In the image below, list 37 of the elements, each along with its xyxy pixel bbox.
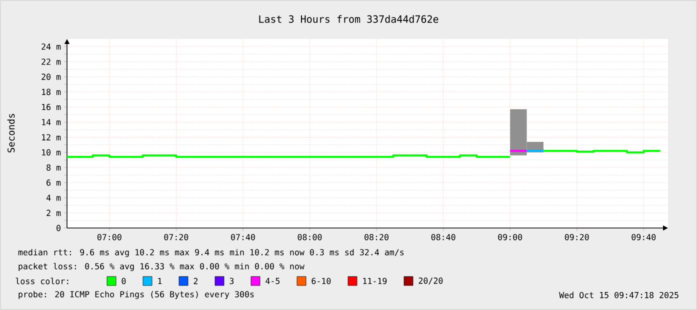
x-tick-label: 08:00 (298, 234, 322, 240)
x-tick-label: 08:40 (431, 234, 456, 240)
x-tick-label: 08:20 (364, 234, 388, 240)
x-tick-label: 07:00 (97, 234, 122, 240)
x-tick-label: 09:40 (632, 234, 656, 240)
y-tick-label: 10 m (42, 149, 61, 156)
y-tick-label: 18 m (42, 88, 61, 96)
chart-title: Last 3 Hours from 337da44d762e (259, 15, 438, 23)
legend-label: 11-19 (363, 278, 387, 284)
legend-label: 6-10 (312, 278, 331, 284)
y-tick-label: 20 m (42, 74, 61, 80)
x-tick-label: 09:00 (498, 234, 522, 240)
y-tick-label: 8 m (46, 164, 61, 171)
legend-label: 4-5 (266, 278, 280, 284)
x-tick-label: 09:20 (564, 234, 589, 240)
legend-label: 0 (122, 278, 126, 284)
x-tick-label: 07:40 (231, 234, 255, 240)
legend-title: loss color: (16, 278, 68, 284)
y-tick-label: 4 m (46, 194, 61, 201)
text: median rtt: 9.6 ms avg 10.2 ms max 9.4 ms min 10.2 ms now 0.3 ms sd 32.4 am/s (18, 248, 404, 258)
y-tick-label: 12 m (42, 134, 61, 140)
y-tick-label: 16 m (42, 104, 61, 110)
text: probe: 20 ICMP Echo Pings (56 Bytes) every 300s (18, 290, 254, 300)
x-tick-label: 07:20 (164, 234, 188, 240)
y-tick-label: 6 m (46, 180, 61, 186)
legend-label: 3 (230, 278, 234, 284)
y-tick-label: 2 m (46, 210, 61, 216)
text: packet loss: 0.56 % avg 16.33 % max 0.00 % min 0.00 % now (18, 262, 304, 272)
y-tick-label: 0 (56, 224, 60, 232)
y-axis-title: Seconds (7, 114, 15, 152)
y-tick-label: 22 m (42, 58, 61, 65)
y-tick-label: 24 m (42, 43, 61, 50)
legend-label: 2 (194, 278, 198, 284)
y-tick-label: 14 m (42, 119, 61, 126)
legend-label: 1 (158, 278, 162, 284)
text: Wed Oct 15 09:47:18 2025 (559, 292, 678, 298)
legend-label: 20/20 (418, 278, 443, 284)
